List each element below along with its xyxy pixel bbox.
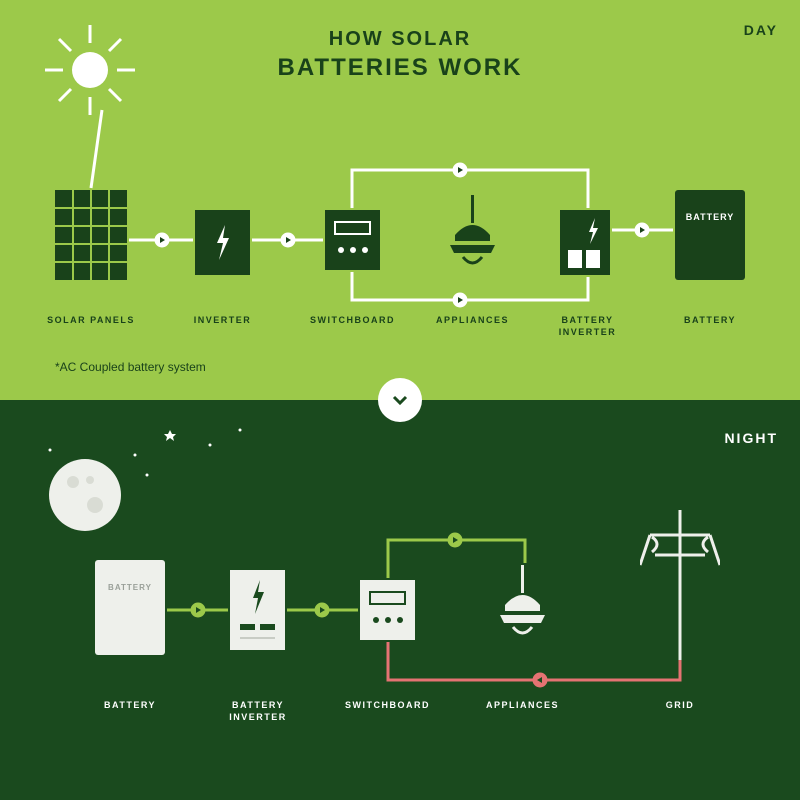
day-inverter-icon [195, 210, 250, 275]
day-battery-inverter-label: BATTERY INVERTER [540, 315, 635, 338]
night-battery-icon: BATTERY [95, 560, 165, 655]
night-grid-icon [640, 510, 720, 660]
night-battery-label: BATTERY [75, 700, 185, 710]
night-battery-inverter-icon [230, 570, 285, 650]
chevron-down-icon [391, 391, 409, 409]
divider-arrow-button[interactable] [378, 378, 422, 422]
day-switchboard-icon [325, 210, 380, 270]
night-grid-label: GRID [640, 700, 720, 710]
night-battery-text: BATTERY [108, 583, 152, 592]
day-battery-icon: BATTERY [675, 190, 745, 280]
day-switchboard-label: SWITCHBOARD [300, 315, 405, 325]
day-inverter-label: INVERTER [175, 315, 270, 325]
night-switchboard-icon [360, 580, 415, 640]
night-switchboard-label: SWITCHBOARD [335, 700, 440, 710]
night-appliances-label: APPLIANCES [475, 700, 570, 710]
day-appliance-icon [445, 195, 500, 275]
day-footnote: *AC Coupled battery system [55, 360, 206, 374]
day-panel: HOW SOLAR BATTERIES WORK DAY [0, 0, 800, 400]
day-appliances-label: APPLIANCES [425, 315, 520, 325]
day-battery-label: BATTERY [660, 315, 760, 325]
day-battery-text: BATTERY [686, 212, 735, 222]
day-battery-inverter-icon [560, 210, 610, 275]
night-battery-inverter-label: BATTERY INVERTER [208, 700, 308, 723]
solar-panel-icon [55, 190, 127, 280]
night-panel: NIGHT [0, 400, 800, 800]
night-appliance-icon [495, 565, 550, 645]
solar-panels-label: SOLAR PANELS [35, 315, 147, 325]
